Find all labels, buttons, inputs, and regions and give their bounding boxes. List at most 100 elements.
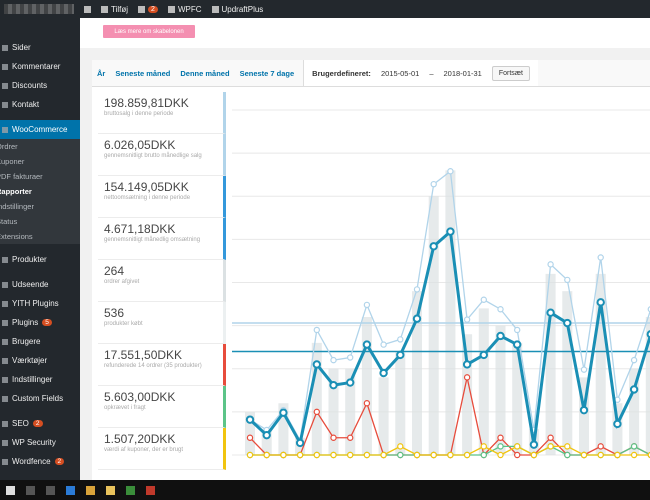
site-name-blurred	[4, 4, 74, 14]
icon	[138, 5, 146, 13]
menu-label: PDF fakturaer	[0, 172, 43, 181]
legend: 198.859,81DKK bruttosalg i denne periode 6…	[98, 92, 226, 470]
menu-item[interactable]: Rapporter	[0, 184, 80, 199]
menu-item[interactable]: Extensions	[0, 229, 80, 244]
menu-item[interactable]: Indstillinger	[0, 370, 80, 389]
legend-item[interactable]: 154.149,05DKK nettoomsætning i denne peri…	[98, 176, 226, 218]
menu-item[interactable]: Kuponer	[0, 154, 80, 169]
series-point	[263, 451, 270, 459]
edge-icon[interactable]	[66, 485, 75, 495]
range-tab[interactable]: Denne måned	[180, 68, 230, 78]
series-point	[463, 451, 471, 459]
submit-button[interactable]: Fortsæt	[491, 65, 530, 81]
bar	[595, 273, 606, 455]
series-point	[330, 451, 337, 459]
notice-button[interactable]: Læs mere om skabelonen	[103, 25, 195, 38]
bar	[345, 368, 356, 455]
menu-item[interactable]: Sider	[0, 38, 80, 57]
series-point	[329, 380, 338, 390]
bar	[445, 170, 456, 455]
menu-label: Kuponer	[0, 157, 25, 166]
menu-item[interactable]: Custom Fields	[0, 389, 80, 408]
menu-label: Custom Fields	[12, 394, 64, 403]
series-point	[497, 434, 504, 441]
legend-item[interactable]: 17.551,50DKK refunderede 14 ordrer (35 pr…	[98, 344, 226, 386]
app-icon[interactable]	[146, 485, 155, 495]
menu-item[interactable]: Ordrer	[0, 139, 80, 154]
series-point	[430, 180, 437, 188]
explorer-icon[interactable]	[106, 485, 115, 495]
taskview-icon[interactable]	[46, 485, 55, 495]
series-point	[630, 443, 638, 450]
series-point	[362, 340, 372, 349]
menu-item[interactable]: Værktøjer	[0, 351, 80, 370]
admin-bar-item[interactable]: UpdraftPlus	[211, 4, 264, 14]
series-point	[630, 451, 638, 459]
menu-item[interactable]: Discounts	[0, 76, 80, 95]
legend-item[interactable]: 536 produkter købt	[98, 302, 226, 344]
menu-item[interactable]: Plugins 5	[0, 313, 80, 332]
series-point	[497, 443, 504, 450]
series-point	[514, 443, 521, 450]
menu-label: Discounts	[12, 81, 48, 90]
start-icon[interactable]	[6, 485, 15, 495]
legend-item[interactable]: 6.026,05DKK gennemsnitligt brutto månedli…	[98, 134, 226, 176]
series-point	[313, 451, 321, 459]
date-from[interactable]: 2015-05-01	[380, 68, 420, 78]
menu-label: Kommentarer	[12, 62, 61, 71]
menu-item[interactable]: WooCommerce	[0, 120, 80, 139]
updates[interactable]: 2	[138, 5, 158, 13]
menu-label: WP Security	[12, 438, 56, 447]
admin-bar-label: UpdraftPlus	[221, 4, 264, 14]
menu-item[interactable]: Status	[0, 214, 80, 229]
legend-item[interactable]: 264 ordrer afgivet	[98, 260, 226, 302]
series-point	[479, 350, 489, 360]
menu-item[interactable]: PDF fakturaer	[0, 169, 80, 184]
menu-item[interactable]: Udseende	[0, 275, 80, 294]
app-icon[interactable]	[126, 485, 135, 495]
menu-label: Sider	[12, 43, 31, 52]
menu-item[interactable]: Kontakt	[0, 95, 80, 114]
menu-item[interactable]: Produkter	[0, 250, 80, 269]
series-point	[580, 451, 588, 459]
series-point	[380, 451, 387, 459]
search-icon[interactable]	[26, 485, 35, 495]
menu-label: Brugere	[12, 337, 41, 346]
series-point	[597, 451, 604, 459]
range-tab[interactable]: Seneste måned	[115, 68, 171, 78]
menu-label: Plugins	[12, 318, 39, 327]
series-point	[497, 306, 504, 313]
series-point	[597, 443, 604, 450]
legend-value: 5.603,00DKK	[104, 390, 176, 404]
series-point	[547, 443, 554, 450]
menu-item[interactable]: Brugere	[0, 332, 80, 351]
bar	[612, 403, 623, 455]
date-to[interactable]: 2018-01-31	[443, 68, 482, 78]
range-tab[interactable]: Seneste 7 dage	[239, 68, 295, 78]
menu-item[interactable]: SEO 2	[0, 414, 80, 433]
series-point	[446, 227, 455, 236]
menu-item[interactable]: Kommentarer	[0, 57, 80, 76]
menu-item[interactable]: WP Security	[0, 433, 80, 452]
legend-item[interactable]: 198.859,81DKK bruttosalg i denne periode	[98, 92, 226, 134]
menu-item[interactable]: YITH Plugins	[0, 294, 80, 313]
range-tab[interactable]: År	[97, 68, 106, 78]
legend-item[interactable]: 4.671,18DKK gennemsnitligt månedlig omsæt…	[98, 218, 226, 260]
series-point	[629, 385, 639, 394]
chrome-icon[interactable]	[86, 485, 95, 495]
legend-item[interactable]: 1.507,20DKK værdi af kuponer, der er brug…	[98, 428, 226, 470]
bar	[245, 411, 255, 455]
menu-label: Extensions	[0, 232, 33, 241]
series-point	[429, 242, 438, 251]
menu-item[interactable]: Wordfence 2	[0, 452, 80, 471]
menu-label: Indstillinger	[0, 202, 34, 211]
admin-bar-label: Tilføj	[111, 4, 129, 14]
series-point	[547, 434, 554, 441]
legend-item[interactable]: 5.603,00DKK opkrævet i fragt	[98, 386, 226, 428]
menu-item[interactable]: Indstillinger	[0, 199, 80, 214]
admin-bar-item[interactable]: WPFC	[167, 5, 202, 14]
admin-bar-item[interactable]: Tilføj	[101, 5, 128, 14]
bar	[361, 317, 372, 455]
comments-icon	[84, 5, 91, 13]
